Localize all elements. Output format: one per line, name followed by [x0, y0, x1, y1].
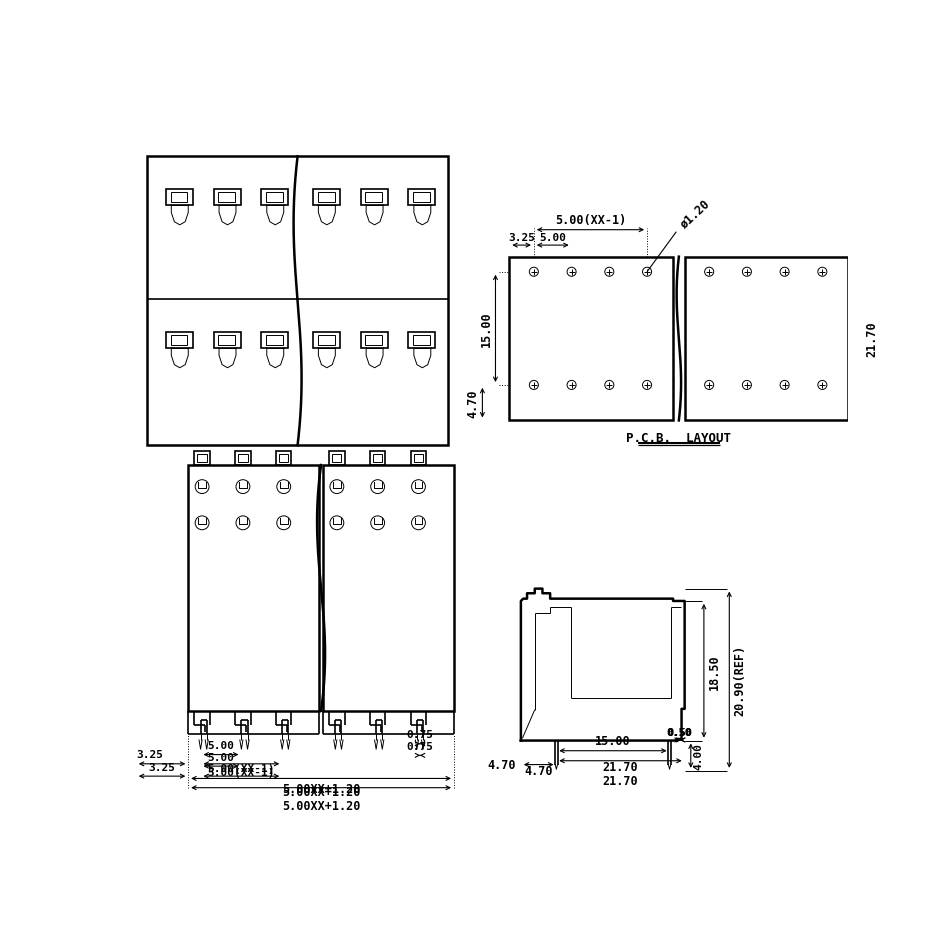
Text: 0.50: 0.50	[666, 727, 692, 737]
Text: 15.00: 15.00	[479, 312, 492, 346]
Text: 4.00: 4.00	[693, 742, 703, 769]
Bar	[373, 455, 382, 463]
Text: 21.70: 21.70	[602, 774, 637, 787]
Bar	[265, 194, 282, 203]
Text: 5.00: 5.00	[539, 233, 565, 243]
Bar	[312, 333, 340, 348]
Text: 3.25: 3.25	[136, 750, 162, 759]
Text: 5.00XX+1.20: 5.00XX+1.20	[281, 785, 360, 799]
Bar	[413, 336, 430, 346]
Bar	[317, 336, 334, 346]
Bar	[329, 452, 345, 465]
Bar	[213, 190, 241, 206]
Text: 20.90(REF): 20.90(REF)	[733, 645, 746, 716]
Bar	[166, 190, 193, 206]
Bar	[166, 333, 193, 348]
Bar	[170, 194, 187, 203]
Text: 5.00: 5.00	[208, 752, 234, 763]
Text: 5.00XX+1.20: 5.00XX+1.20	[281, 800, 360, 813]
Bar	[365, 194, 382, 203]
Bar	[188, 465, 319, 711]
Bar	[323, 465, 453, 711]
Bar	[408, 190, 435, 206]
Bar	[238, 455, 247, 463]
Bar	[365, 336, 382, 346]
Text: 5.00(XX-1): 5.00(XX-1)	[208, 764, 275, 773]
Text: 21.70: 21.70	[865, 321, 877, 357]
Bar	[170, 336, 187, 346]
Bar	[218, 194, 235, 203]
Bar	[276, 452, 291, 465]
Text: 5.00(XX-1): 5.00(XX-1)	[208, 767, 275, 777]
Bar	[411, 452, 426, 465]
Text: 5.00XX+1.20: 5.00XX+1.20	[281, 783, 360, 796]
Bar	[317, 194, 334, 203]
Text: 3.25: 3.25	[508, 233, 534, 243]
Text: P.C.B.  LAYOUT: P.C.B. LAYOUT	[626, 431, 731, 445]
Text: ø1.20: ø1.20	[677, 197, 712, 231]
Bar	[408, 333, 435, 348]
Text: 15.00: 15.00	[595, 734, 630, 747]
Text: 0.50: 0.50	[666, 727, 691, 737]
Bar	[265, 336, 282, 346]
Bar	[312, 190, 340, 206]
Text: 4.70: 4.70	[524, 764, 552, 777]
Text: 0.75: 0.75	[406, 730, 433, 739]
Bar	[361, 190, 387, 206]
Bar	[213, 333, 241, 348]
Text: 5.00: 5.00	[208, 740, 234, 750]
Bar	[147, 157, 447, 446]
Bar	[261, 190, 288, 206]
Bar	[332, 455, 341, 463]
Bar	[194, 452, 210, 465]
Text: 21.70: 21.70	[602, 760, 637, 773]
Text: 0.75: 0.75	[406, 742, 433, 751]
Text: 4.70: 4.70	[487, 758, 515, 771]
Bar	[509, 258, 672, 421]
Bar	[413, 194, 430, 203]
Bar	[683, 258, 848, 421]
Bar	[261, 333, 288, 348]
Bar	[413, 455, 423, 463]
Text: 3.25: 3.25	[148, 763, 176, 772]
Text: 4.70: 4.70	[465, 389, 479, 417]
Text: 18.50: 18.50	[707, 653, 720, 689]
Bar	[370, 452, 385, 465]
Bar	[197, 455, 207, 463]
Bar	[235, 452, 250, 465]
Bar	[278, 455, 288, 463]
Bar	[361, 333, 387, 348]
Text: 5.00(XX-1): 5.00(XX-1)	[554, 213, 626, 227]
Bar	[218, 336, 235, 346]
